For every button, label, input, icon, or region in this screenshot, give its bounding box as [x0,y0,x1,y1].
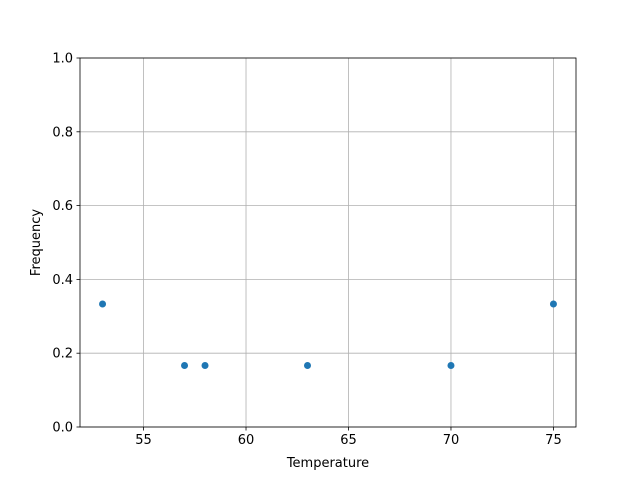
y-axis: 0.0 0.2 0.4 0.6 0.8 1.0 [52,52,80,436]
grid [80,57,576,428]
y-tick-label: 0.6 [52,199,73,214]
y-tick-label: 0.2 [52,347,73,362]
x-axis-label: Temperature [286,456,369,471]
y-tick-label: 0.0 [52,421,73,436]
y-tick-label: 1.0 [52,52,73,67]
y-tick-label: 0.4 [52,273,73,288]
y-tick-label: 0.8 [52,125,73,140]
x-axis: 55 60 65 70 75 [135,427,562,448]
data-point [549,300,557,308]
x-tick-label: 60 [238,433,255,448]
x-tick-label: 70 [443,433,460,448]
data-point [201,361,209,369]
plot-frame [79,57,577,428]
data-point [304,361,312,369]
x-tick-label: 65 [340,433,357,448]
data-point [447,361,455,369]
x-tick-label: 55 [135,433,152,448]
x-tick-label: 75 [545,433,562,448]
data-point [99,300,107,308]
y-axis-label: Frequency [29,209,44,276]
data-points [99,300,557,369]
data-point [181,361,189,369]
